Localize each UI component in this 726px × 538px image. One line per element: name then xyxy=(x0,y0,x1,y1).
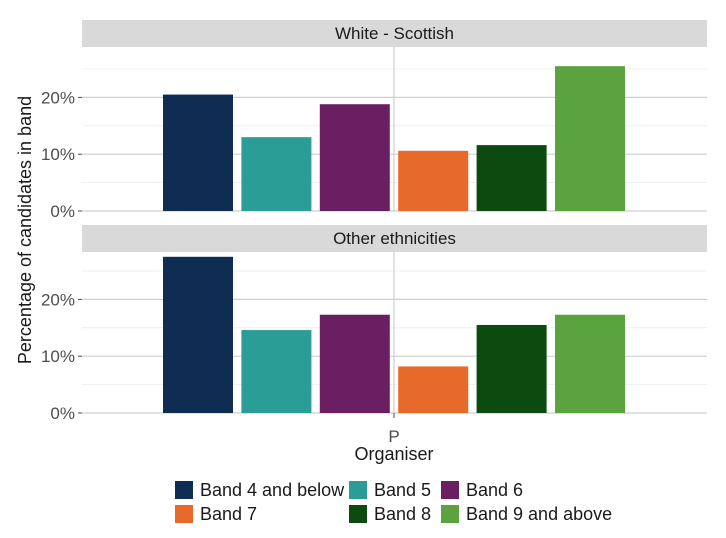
panel-strip xyxy=(82,20,707,47)
legend-swatch xyxy=(175,505,193,523)
panel-title: White - Scottish xyxy=(335,24,454,43)
x-axis-title: Organiser xyxy=(354,444,433,464)
bar-4 xyxy=(398,150,469,211)
x-tick-label: P xyxy=(388,427,399,446)
legend-item: Band 5 xyxy=(349,480,431,500)
legend-swatch xyxy=(441,481,459,499)
legend: Band 4 and below Band 5 Band 6 Band 7 Band 8… xyxy=(175,480,612,524)
panel-title: Other ethnicities xyxy=(333,229,456,248)
y-tick-label: 20% xyxy=(41,290,75,309)
legend-item: Band 4 and below xyxy=(175,480,345,500)
legend-item: Band 7 xyxy=(175,504,257,524)
bar-2 xyxy=(241,330,312,413)
y-tick-label: 10% xyxy=(41,145,75,164)
legend-item: Band 9 and above xyxy=(441,504,612,524)
panel-1: Other ethnicities 0% 10% 20% xyxy=(41,225,707,423)
y-axis-title: Percentage of candidates in band xyxy=(15,96,35,364)
legend-label: Band 9 and above xyxy=(466,504,612,524)
y-tick-label: 10% xyxy=(41,347,75,366)
legend-label: Band 5 xyxy=(374,480,431,500)
legend-swatch xyxy=(441,505,459,523)
y-tick-label: 0% xyxy=(50,202,75,221)
legend-swatch xyxy=(349,505,367,523)
legend-label: Band 8 xyxy=(374,504,431,524)
bar-1 xyxy=(163,256,233,413)
legend-swatch xyxy=(175,481,193,499)
bar-3 xyxy=(319,104,390,211)
legend-item: Band 6 xyxy=(441,480,523,500)
y-tick-label: 20% xyxy=(41,88,75,107)
bar-5 xyxy=(476,324,547,413)
bar-6 xyxy=(555,314,625,413)
y-tick-label: 0% xyxy=(50,404,75,423)
legend-swatch xyxy=(349,481,367,499)
legend-label: Band 4 and below xyxy=(200,480,345,500)
legend-item: Band 8 xyxy=(349,504,431,524)
panel-strip xyxy=(82,225,707,252)
bar-4 xyxy=(398,366,469,413)
panel-0: White - Scottish 0% 10% 20% xyxy=(41,20,707,221)
bar-2 xyxy=(241,137,312,211)
legend-label: Band 6 xyxy=(466,480,523,500)
bar-1 xyxy=(163,94,233,211)
legend-label: Band 7 xyxy=(200,504,257,524)
bar-6 xyxy=(555,66,625,211)
bar-3 xyxy=(319,314,390,413)
bar-5 xyxy=(476,145,547,211)
